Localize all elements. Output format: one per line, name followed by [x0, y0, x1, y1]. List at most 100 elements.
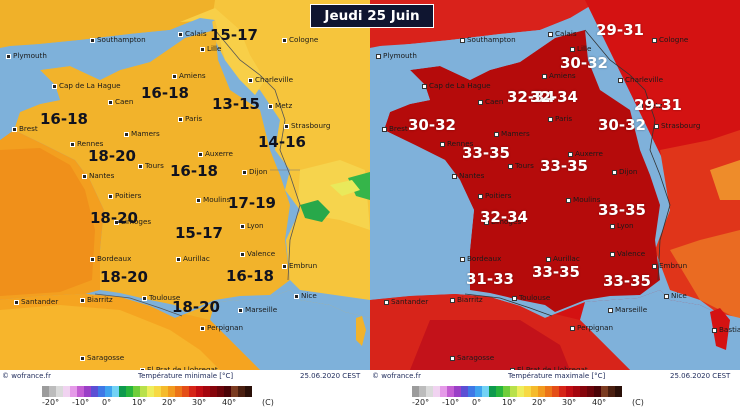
city-embrun: Embrun [282, 262, 317, 269]
city-name: El Prat de Llobregat [517, 365, 588, 370]
city-dot [80, 297, 85, 303]
legend-tick-label: 10° [502, 398, 517, 407]
legend-tick-label: 40° [592, 398, 607, 407]
legend-tick-label: 20° [532, 398, 547, 407]
city-name: Poitiers [115, 191, 142, 200]
city-name: Aurillac [183, 254, 210, 263]
city-name: Charleville [625, 75, 664, 84]
legend-swatch [461, 386, 468, 397]
temperature-range-label: 16-18 [226, 267, 274, 285]
legend-swatch [608, 386, 615, 397]
city-name: Caen [485, 97, 504, 106]
legend-swatch [482, 386, 489, 397]
city-name: Plymouth [383, 51, 417, 60]
city-dot [570, 46, 575, 52]
city-dot [510, 367, 515, 370]
date-title: Jeudi 25 Juin [310, 4, 434, 28]
legend-swatch [580, 386, 587, 397]
city-name: Valence [247, 249, 276, 258]
city-dot [176, 256, 181, 262]
city-dot [108, 99, 113, 105]
city-toulouse: Toulouse [512, 294, 550, 301]
city-name: Aurillac [553, 254, 580, 263]
legend-swatch [161, 386, 168, 397]
city-dot [422, 83, 427, 89]
city-name: Auxerre [205, 149, 233, 158]
city-dot [450, 297, 455, 303]
legend-swatch [426, 386, 433, 397]
city-marseille: Marseille [238, 306, 277, 313]
temperature-range-label: 32-34 [507, 88, 555, 106]
legend-swatch [496, 386, 503, 397]
city-nantes: Nantes [82, 172, 114, 179]
legend-tick-label: 40° [222, 398, 237, 407]
city-name: Metz [645, 101, 663, 110]
city-dot [450, 355, 455, 361]
left-footer-title: Température minimale [°C] [138, 372, 234, 380]
legend-swatch [433, 386, 440, 397]
legend-swatch [231, 386, 238, 397]
temperature-range-label: 33-35 [598, 201, 646, 219]
city-name: Perpignan [207, 323, 244, 332]
city-name: Auxerre [575, 149, 603, 158]
legend-swatch [91, 386, 98, 397]
legend-tick-label: 0° [102, 398, 112, 407]
max-temperature-background [370, 0, 740, 370]
temperature-range-label: 33-35 [603, 272, 651, 290]
temperature-range-label: 18-20 [100, 268, 148, 286]
temperature-range-label: 18-20 [90, 209, 138, 227]
legend-swatch [552, 386, 559, 397]
city-charleville: Charleville [248, 76, 293, 83]
legend-swatch [615, 386, 622, 397]
temperature-range-label: 18-20 [88, 147, 136, 165]
city-dot [294, 293, 299, 299]
legend-ticks: -20° -10° 0° 10° 20° 30° 40° (C) [42, 397, 274, 409]
city-dot [494, 131, 499, 137]
legend-swatch [468, 386, 475, 397]
city-dot [196, 197, 201, 203]
city-cap-de-la-hague: Cap de La Hague [52, 82, 121, 89]
city-dot [440, 141, 445, 147]
legend-swatch [245, 386, 252, 397]
city-dot [238, 307, 243, 313]
legend-swatch [168, 386, 175, 397]
city-dot [138, 163, 143, 169]
legend-swatch [601, 386, 608, 397]
city-name: Rennes [447, 139, 474, 148]
city-dot [566, 197, 571, 203]
city-paris: Paris [178, 115, 202, 122]
city-strasbourg: Strasbourg [284, 122, 330, 129]
temperature-range-label: 13-15 [212, 95, 260, 113]
left-footer-brand: © wofrance.fr [2, 372, 52, 380]
city-toulouse: Toulouse [142, 294, 180, 301]
city-name: Moulins [573, 195, 601, 204]
city-dot [240, 223, 245, 229]
city-dot [542, 73, 547, 79]
city-name: Saragosse [457, 353, 495, 362]
city-dot [654, 123, 659, 129]
city-lyon: Lyon [610, 222, 634, 229]
legend-swatch [70, 386, 77, 397]
legend-swatch [140, 386, 147, 397]
legend-color-bar [412, 386, 622, 397]
legend-color-bar [42, 386, 252, 397]
city-name: Dijon [619, 167, 638, 176]
city-southampton: Southampton [90, 36, 146, 43]
city-dot [172, 73, 177, 79]
city-name: Paris [555, 114, 573, 123]
temperature-range-label: 30-32 [598, 116, 646, 134]
city-name: Marseille [615, 305, 648, 314]
city-dot [108, 193, 113, 199]
legend-swatch [524, 386, 531, 397]
city-el-prat-de-llobregat: El Prat de Llobregat [140, 366, 218, 370]
legend-swatch [63, 386, 70, 397]
city-paris: Paris [548, 115, 572, 122]
legend-swatch [559, 386, 566, 397]
temperature-range-label: 32-34 [530, 88, 578, 106]
city-dot [282, 263, 287, 269]
city-name: Moulins [203, 195, 231, 204]
right-footer-title: Température maximale [°C] [508, 372, 606, 380]
legend-swatch [133, 386, 140, 397]
city-dot [284, 123, 289, 129]
city-name: Strasbourg [291, 121, 331, 130]
